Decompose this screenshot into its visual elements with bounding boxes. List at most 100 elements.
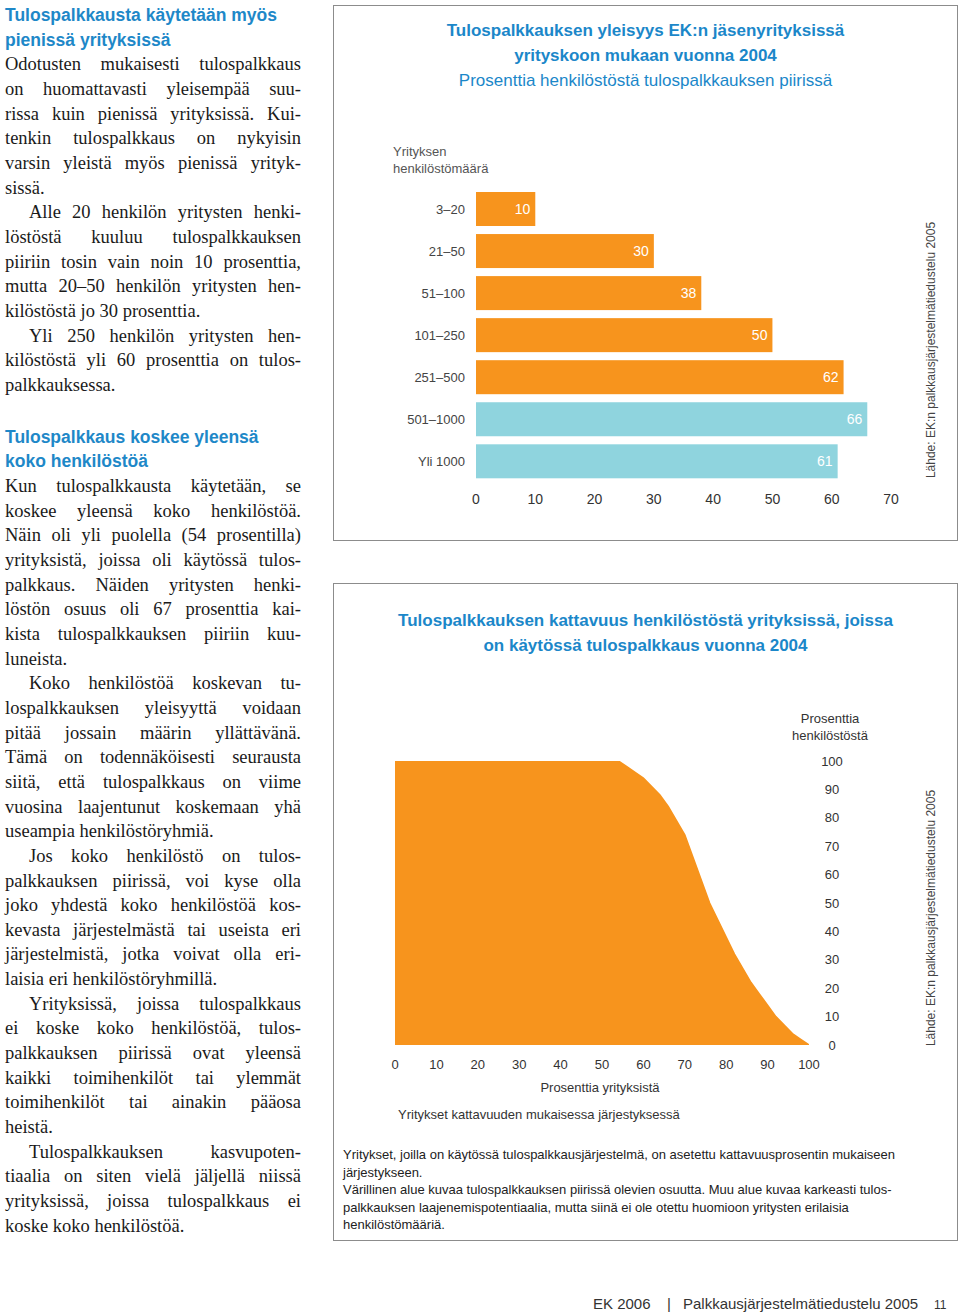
article-section: Tulospalkkausta käytetään myöspienissä y… bbox=[5, 3, 301, 398]
note: henkilöstömääriä. bbox=[343, 1217, 445, 1232]
paragraph-line: mutta 20–50 henkilön yritysten hen- bbox=[5, 274, 301, 299]
paragraph-line: piiriin tosin vain noin 10 prosenttia, bbox=[5, 250, 301, 275]
bar bbox=[476, 192, 535, 226]
tick-label: 40 bbox=[553, 1057, 567, 1072]
source: Lähde: EK:n palkkausjärjestelmätiedustel… bbox=[924, 790, 938, 1046]
area-group bbox=[395, 761, 809, 1045]
paragraph-line: Tämä on todennäköisesti seurausta bbox=[5, 745, 301, 770]
category-label: 251–500 bbox=[414, 370, 465, 385]
labels: 0102030405060708090100010203040506070809… bbox=[342, 754, 938, 1233]
chart-frame bbox=[334, 6, 958, 541]
bars bbox=[476, 192, 867, 478]
tick-label: 60 bbox=[825, 867, 839, 882]
tick-label: 70 bbox=[678, 1057, 692, 1072]
paragraph-line: järjestelmistä, jotka voivat olla eri- bbox=[5, 942, 301, 967]
tick-label: 0 bbox=[828, 1038, 835, 1053]
paragraph-line: rissa kuin pienissä yrityksissä. Kui- bbox=[5, 102, 301, 127]
data-label: 61 bbox=[817, 453, 833, 469]
footer-text: EK 2006 bbox=[593, 1295, 651, 1312]
paragraph-line: yrityksissä, joissa tulospalkkaus ei bbox=[5, 1189, 301, 1214]
paragraph-line: Koko henkilöstöä koskevan tu- bbox=[5, 671, 301, 696]
paragraph-line: koskee yleensä koko henkilöstöä. bbox=[5, 499, 301, 524]
paragraph-line: vuosina laajentunut koskemaan yhä bbox=[5, 795, 301, 820]
tick-label: 30 bbox=[825, 952, 839, 967]
chart-title-text: Tulospalkkauksen yleisyys EK:n jäsenyrit… bbox=[411, 18, 881, 68]
paragraph-line: pitää jossain määrin yllättävänä. bbox=[5, 721, 301, 746]
tick-label: 10 bbox=[527, 491, 543, 507]
chart-subtitle: Prosenttia henkilöstöstä tulospalkkaukse… bbox=[333, 68, 958, 93]
tick-label: 60 bbox=[636, 1057, 650, 1072]
chart-title-text: Tulospalkkauksen kattavuus henkilöstöstä… bbox=[393, 608, 898, 658]
area-fill bbox=[395, 761, 809, 1045]
paragraph-line: lospalkkauksen yleisyyttä voidaan bbox=[5, 696, 301, 721]
paragraph-line: Jos koko henkilöstö on tulos- bbox=[5, 844, 301, 869]
paragraph-line: Näin oli yli puolella (54 prosentilla) bbox=[5, 523, 301, 548]
source: Lähde: EK:n palkkausjärjestelmätiedustel… bbox=[924, 222, 938, 478]
paragraph-line: Tulospalkkauksen kasvupoten- bbox=[5, 1140, 301, 1165]
tick-label: 40 bbox=[825, 924, 839, 939]
paragraph-line: Yli 250 henkilön yritysten hen- bbox=[5, 324, 301, 349]
category-label: 101–250 bbox=[414, 328, 465, 343]
paragraph-line: palkkaus. Näiden yritysten henki- bbox=[5, 573, 301, 598]
section-heading: Tulospalkkausta käytetään myös bbox=[5, 3, 301, 28]
area-line bbox=[395, 761, 809, 1045]
data-label: 66 bbox=[847, 411, 863, 427]
tick-label: 20 bbox=[471, 1057, 485, 1072]
paragraph-line: kista tulospalkkauksen piiriin kuu- bbox=[5, 622, 301, 647]
section-heading: pienissä yrityksissä bbox=[5, 28, 301, 53]
tick-label: 50 bbox=[825, 896, 839, 911]
note: palkkauksen laajenemispotentiaalia, mutt… bbox=[343, 1200, 850, 1215]
tick-label: 10 bbox=[429, 1057, 443, 1072]
note: järjestykseen. bbox=[342, 1165, 422, 1180]
footer-text: | bbox=[667, 1295, 671, 1312]
tick-label: 90 bbox=[825, 782, 839, 797]
category-label: 21–50 bbox=[429, 244, 465, 259]
category-label: 3–20 bbox=[436, 202, 465, 217]
chart-frame bbox=[334, 584, 958, 1241]
tick-label: 100 bbox=[821, 754, 843, 769]
tick-label: 100 bbox=[798, 1057, 820, 1072]
note: Värillinen alue kuvaa tulospalkkauksen p… bbox=[343, 1182, 891, 1197]
paragraph-line: palkkauksen piirissä ovat yleensä bbox=[5, 1041, 301, 1066]
section-heading: koko henkilöstöä bbox=[5, 449, 301, 474]
tick-label: 90 bbox=[760, 1057, 774, 1072]
bar bbox=[476, 402, 867, 436]
data-label: 50 bbox=[752, 327, 768, 343]
paragraph-line: sissä. bbox=[5, 176, 301, 201]
category-label: Yli 1000 bbox=[418, 454, 465, 469]
labels: 3–201021–503051–10038101–25050251–500625… bbox=[407, 201, 938, 507]
paragraph-line: Alle 20 henkilön yritysten henki- bbox=[5, 200, 301, 225]
axis-label: Yrityksen henkilöstömäärä bbox=[393, 143, 498, 177]
data-label: 30 bbox=[633, 243, 649, 259]
footer-text: Palkkausjärjestelmätiedustelu 2005 bbox=[683, 1295, 918, 1312]
tick-label: 10 bbox=[825, 1009, 839, 1024]
tick-label: 40 bbox=[705, 491, 721, 507]
chart-title: Tulospalkkauksen yleisyys EK:n jäsenyrit… bbox=[333, 18, 958, 68]
data-label: 62 bbox=[823, 369, 839, 385]
paragraph-line: löstöstä kuuluu tulospalkkauksen bbox=[5, 225, 301, 250]
tick-label: 20 bbox=[825, 981, 839, 996]
paragraph-line: yrityksistä, joissa oli käytössä tulos- bbox=[5, 548, 301, 573]
paragraph-line: palkkauksen piirissä, voi kyse olla bbox=[5, 869, 301, 894]
article-section: Tulospalkkaus koskee yleensäkoko henkilö… bbox=[5, 425, 301, 1239]
note: Yritykset, joilla on käytössä tulospalkk… bbox=[343, 1147, 895, 1162]
paragraph-line: laisia eri henkilöstöryhmillä. bbox=[5, 967, 301, 992]
paragraph-line: löstön osuus oli 67 prosenttia kai- bbox=[5, 597, 301, 622]
axis-label: Prosenttia yrityksistä bbox=[540, 1080, 660, 1095]
category-label: 501–1000 bbox=[407, 412, 465, 427]
tick-label: 80 bbox=[825, 810, 839, 825]
bar bbox=[476, 360, 844, 394]
tick-label: 80 bbox=[719, 1057, 733, 1072]
paragraph-line: palkkauksessa. bbox=[5, 373, 301, 398]
paragraph-line: tiaalia on siten vielä jäljellä niissä bbox=[5, 1164, 301, 1189]
paragraph-line: siitä, että tulospalkkaus on viime bbox=[5, 770, 301, 795]
paragraph-line: kevasta järjestelmästä tai useista eri bbox=[5, 918, 301, 943]
tick-label: 0 bbox=[391, 1057, 398, 1072]
category-label: 51–100 bbox=[422, 286, 465, 301]
tick-label: 30 bbox=[512, 1057, 526, 1072]
tick-label: 60 bbox=[824, 491, 840, 507]
page-graphics: 3–201021–503051–10038101–25050251–500625… bbox=[0, 0, 960, 1315]
bar bbox=[476, 444, 838, 478]
axis-label: Prosenttia henkilöstöstä bbox=[785, 710, 875, 744]
paragraph-line: koske koko henkilöstöä. bbox=[5, 1214, 301, 1239]
